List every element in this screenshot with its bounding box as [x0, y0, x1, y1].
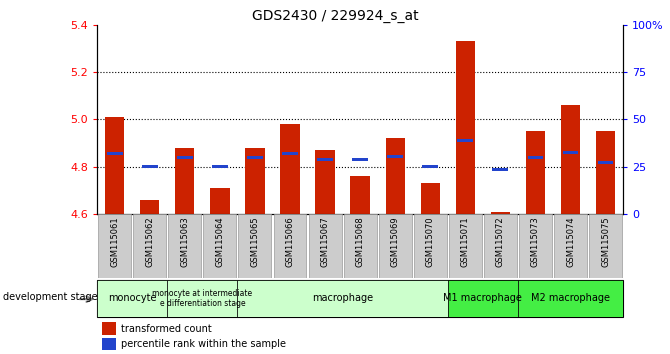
Text: GSM115075: GSM115075 — [601, 216, 610, 267]
Bar — [350, 176, 370, 214]
Text: transformed count: transformed count — [121, 324, 212, 333]
Bar — [212, 165, 228, 169]
Bar — [421, 183, 440, 214]
Bar — [526, 131, 545, 214]
Bar — [387, 155, 403, 158]
Bar — [458, 139, 473, 142]
Bar — [561, 105, 580, 214]
Bar — [316, 150, 335, 214]
Bar — [484, 214, 517, 278]
Bar — [142, 165, 157, 169]
Bar — [492, 168, 509, 171]
Bar — [133, 214, 166, 278]
Bar — [280, 124, 299, 214]
Text: GSM115071: GSM115071 — [461, 216, 470, 267]
Bar — [422, 165, 438, 169]
Bar — [103, 322, 115, 335]
Text: GSM115069: GSM115069 — [391, 216, 400, 267]
Text: monocyte: monocyte — [108, 293, 157, 303]
Bar — [177, 156, 193, 159]
Bar — [97, 280, 168, 317]
Text: GSM115072: GSM115072 — [496, 216, 505, 267]
Text: GSM115062: GSM115062 — [145, 216, 154, 267]
Bar — [168, 280, 237, 317]
Bar — [352, 158, 368, 161]
Bar — [282, 152, 298, 155]
Text: percentile rank within the sample: percentile rank within the sample — [121, 339, 286, 349]
Bar — [168, 214, 201, 278]
Text: GSM115061: GSM115061 — [110, 216, 119, 267]
Text: development stage: development stage — [3, 292, 98, 302]
Bar — [98, 214, 131, 278]
Bar — [140, 200, 159, 214]
Bar — [527, 156, 543, 159]
Text: GSM115065: GSM115065 — [251, 216, 259, 267]
Bar — [456, 41, 475, 214]
Text: GDS2430 / 229924_s_at: GDS2430 / 229924_s_at — [252, 9, 418, 23]
Bar — [385, 138, 405, 214]
Bar — [563, 151, 578, 154]
Bar — [204, 214, 237, 278]
Text: M1 macrophage: M1 macrophage — [444, 293, 523, 303]
Text: M2 macrophage: M2 macrophage — [531, 293, 610, 303]
Bar — [449, 214, 482, 278]
Text: GSM115068: GSM115068 — [356, 216, 364, 267]
Bar — [309, 214, 342, 278]
Text: monocyte at intermediate
e differentiation stage: monocyte at intermediate e differentiati… — [152, 289, 253, 308]
Bar — [519, 214, 552, 278]
Bar — [379, 214, 411, 278]
Bar — [554, 214, 587, 278]
Text: GSM115064: GSM115064 — [215, 216, 224, 267]
Bar — [518, 280, 623, 317]
Text: GSM115073: GSM115073 — [531, 216, 540, 267]
Bar — [596, 131, 615, 214]
Text: GSM115070: GSM115070 — [425, 216, 435, 267]
Bar — [598, 161, 614, 164]
Bar — [245, 148, 265, 214]
Bar — [414, 214, 447, 278]
Text: GSM115066: GSM115066 — [285, 216, 295, 267]
Bar — [490, 212, 510, 214]
Text: GSM115067: GSM115067 — [320, 216, 330, 267]
Text: GSM115063: GSM115063 — [180, 216, 190, 267]
Bar — [105, 117, 125, 214]
Bar — [175, 148, 194, 214]
Text: macrophage: macrophage — [312, 293, 373, 303]
Bar — [107, 152, 123, 155]
Bar — [210, 188, 230, 214]
Text: GSM115074: GSM115074 — [566, 216, 575, 267]
Bar — [247, 156, 263, 159]
Bar — [589, 214, 622, 278]
Bar — [237, 280, 448, 317]
Bar — [239, 214, 271, 278]
Bar — [317, 158, 333, 161]
Bar — [103, 338, 115, 350]
Bar — [273, 214, 306, 278]
Bar — [344, 214, 377, 278]
Bar — [448, 280, 518, 317]
